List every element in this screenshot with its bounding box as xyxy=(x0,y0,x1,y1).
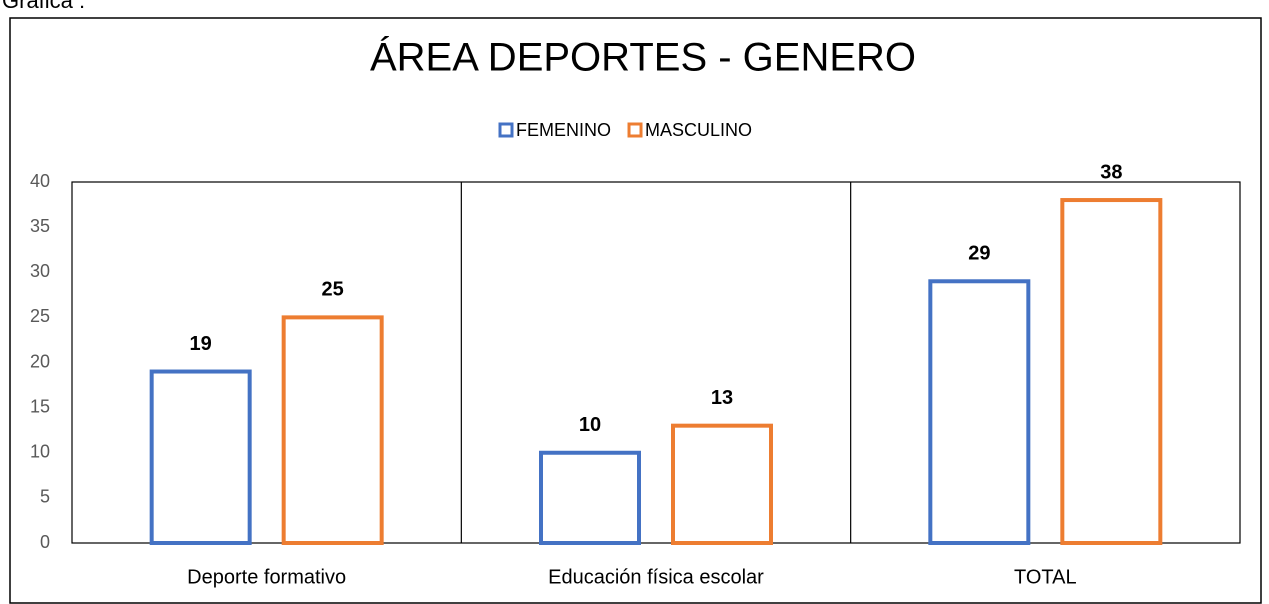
bar xyxy=(149,369,252,545)
plot-border xyxy=(71,181,1241,544)
data-label: 19 xyxy=(190,333,212,355)
x-tick-label: TOTAL xyxy=(1014,566,1077,588)
bar xyxy=(928,279,1031,545)
x-tick-label: Educación física escolar xyxy=(548,566,764,588)
bar xyxy=(671,423,773,545)
bar xyxy=(1060,198,1163,546)
y-tick-label: 5 xyxy=(40,487,50,507)
legend-swatch xyxy=(498,122,514,138)
bar xyxy=(539,450,641,545)
y-tick-label: 40 xyxy=(30,171,50,191)
data-label: 29 xyxy=(968,243,990,265)
y-tick-label: 25 xyxy=(30,306,50,326)
legend-label: FEMENINO xyxy=(516,120,611,140)
chart-title: ÁREA DEPORTES - GENERO xyxy=(370,35,916,80)
legend-label: MASCULINO xyxy=(645,120,752,140)
caption: Gráfica : xyxy=(2,0,85,13)
y-tick-label: 0 xyxy=(40,532,50,552)
y-tick-label: 10 xyxy=(30,442,50,462)
y-tick-label: 35 xyxy=(30,216,50,236)
y-tick-label: 15 xyxy=(30,396,50,416)
data-label: 10 xyxy=(579,414,601,436)
legend-swatch xyxy=(627,122,643,138)
chart-border xyxy=(9,17,1262,604)
x-tick-label: Deporte formativo xyxy=(187,566,346,588)
data-label: 38 xyxy=(1100,161,1122,183)
data-label: 25 xyxy=(322,279,344,301)
data-label: 13 xyxy=(711,387,733,409)
y-tick-label: 20 xyxy=(30,351,50,371)
bar xyxy=(281,315,384,545)
y-tick-label: 30 xyxy=(30,261,50,281)
